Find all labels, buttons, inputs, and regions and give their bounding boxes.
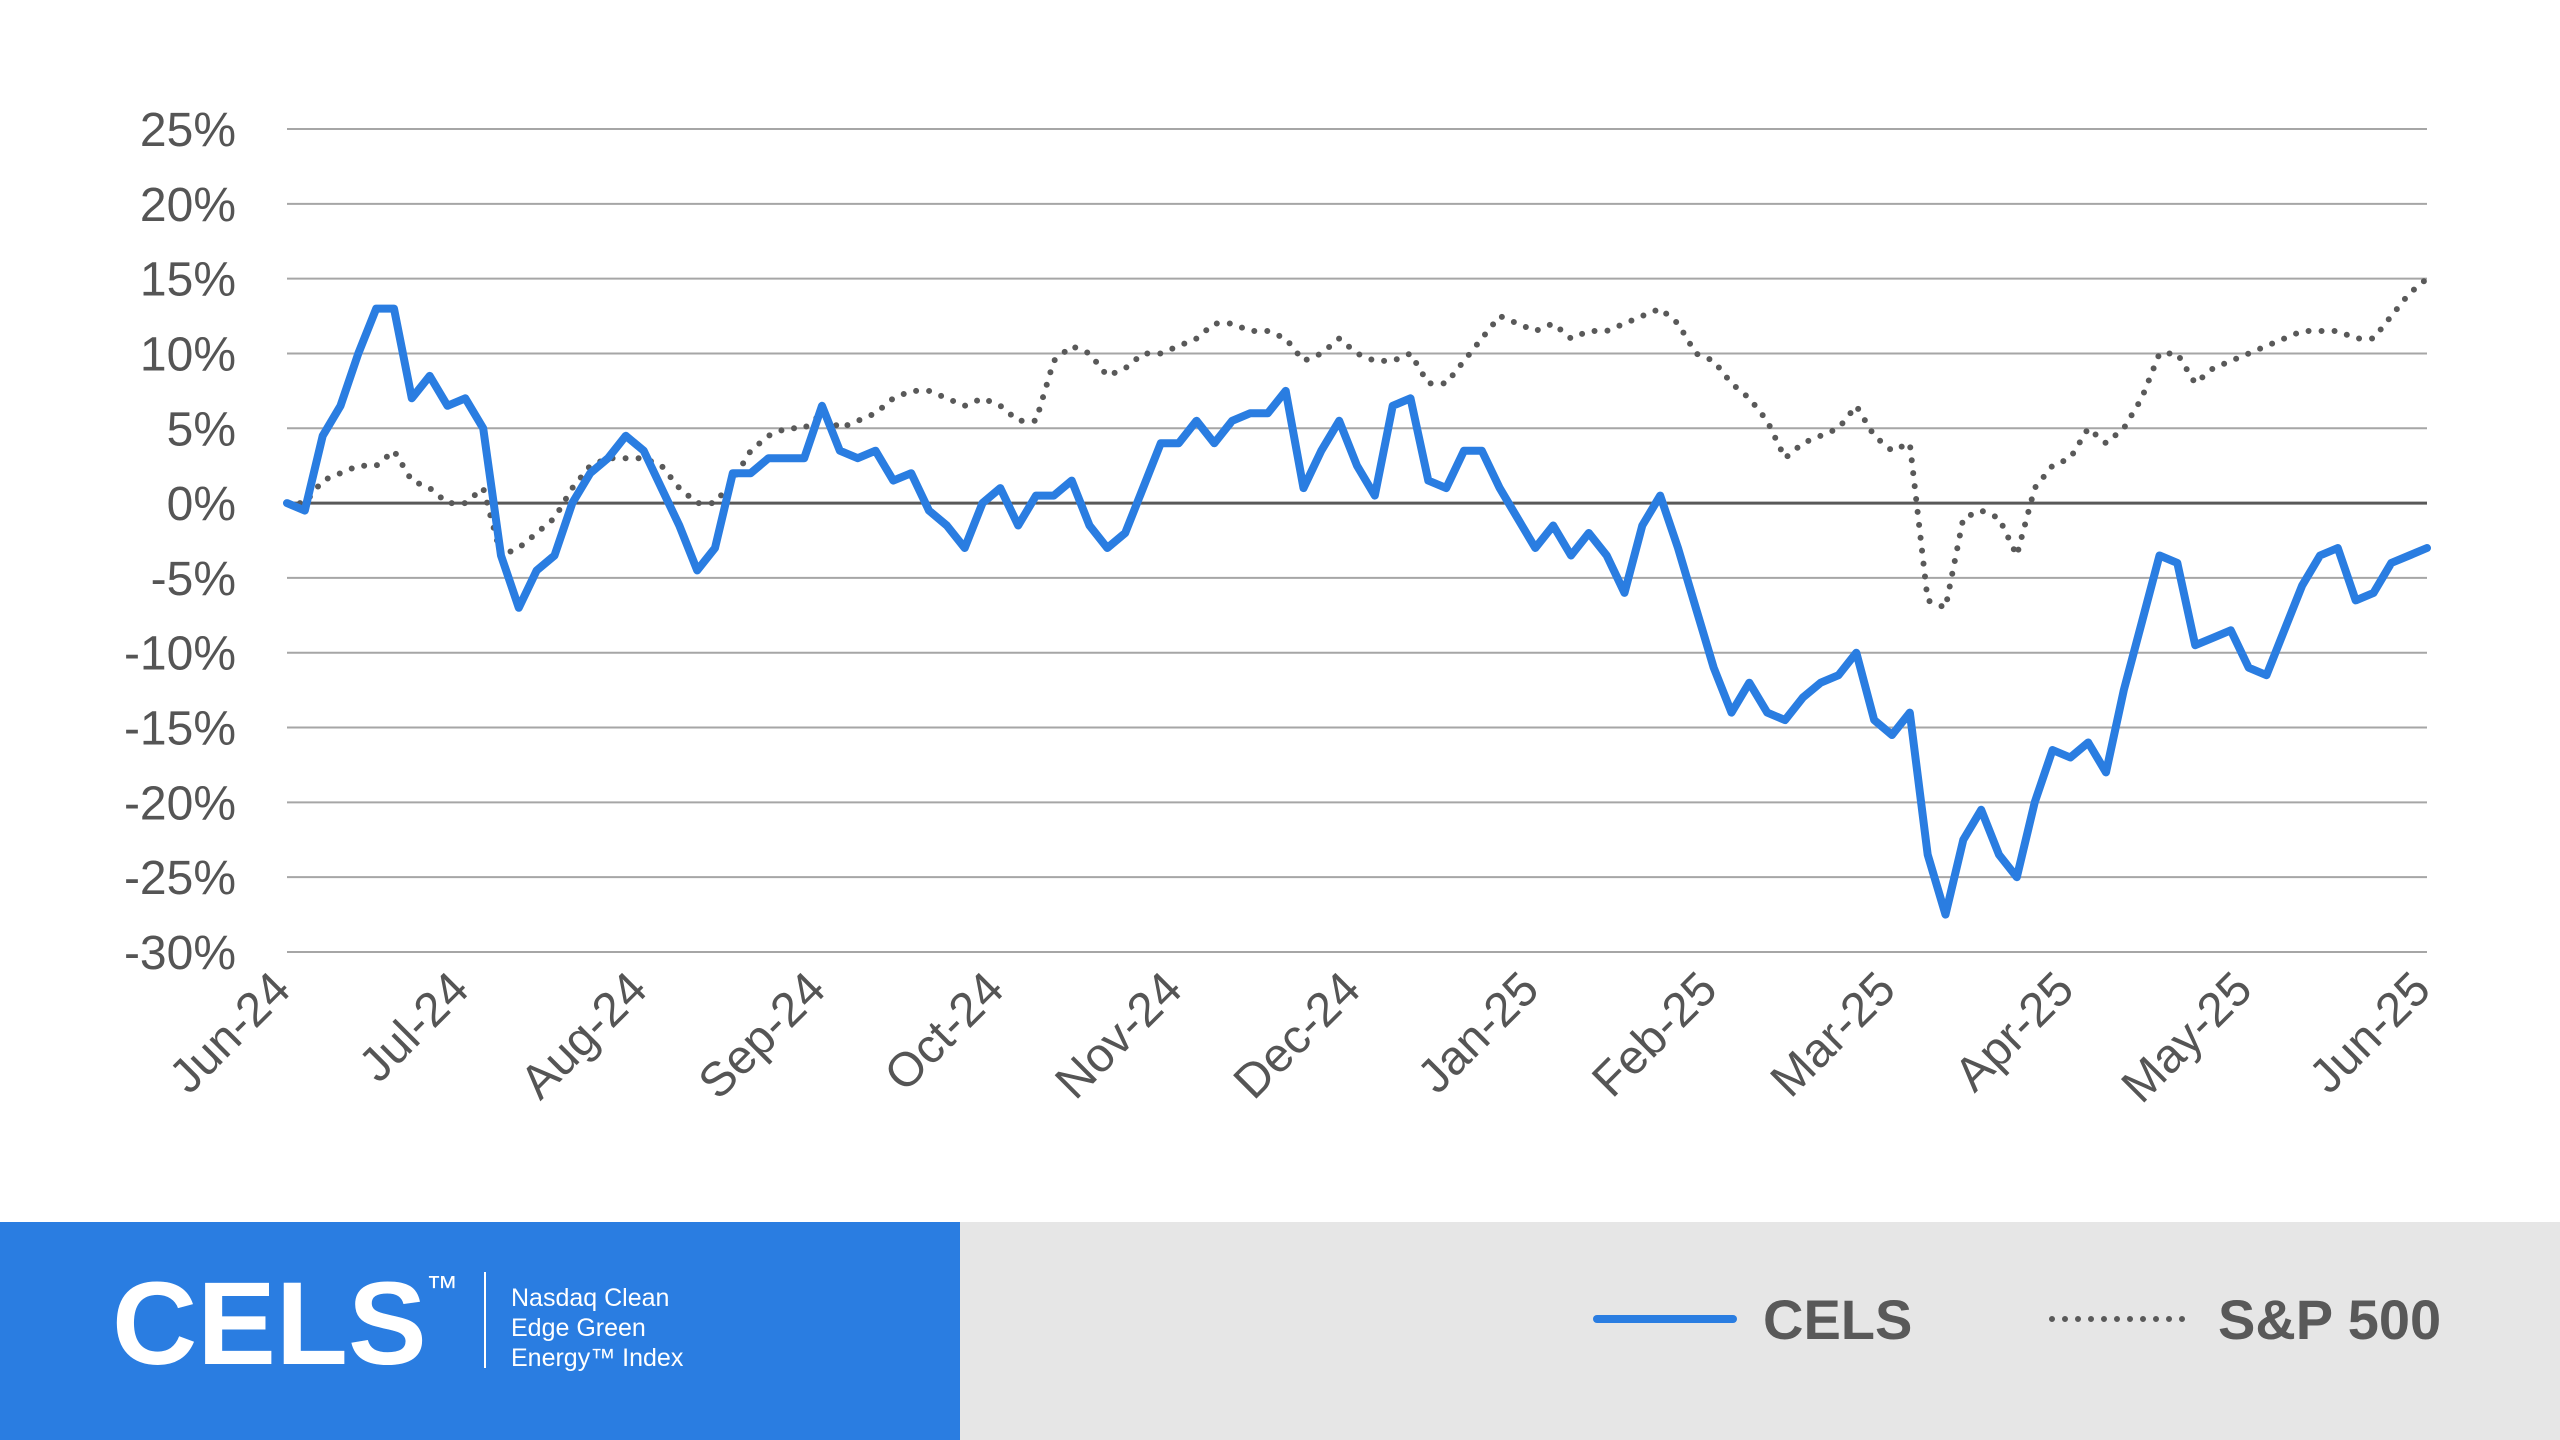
x-tick-label: Nov-24 (1046, 962, 1193, 1109)
y-tick-label: -20% (124, 777, 236, 830)
x-tick-label: Feb-25 (1582, 962, 1727, 1107)
x-tick-label: Apr-25 (1945, 962, 2084, 1101)
y-tick-label: -30% (124, 927, 236, 980)
y-tick-label: -15% (124, 703, 236, 756)
y-tick-label: 25% (140, 104, 236, 157)
logo-text: Nasdaq Clean (511, 1284, 669, 1312)
y-tick-label: 20% (140, 179, 236, 232)
logo-text: Edge Green (511, 1314, 646, 1342)
x-tick-label: Jun-24 (160, 962, 301, 1103)
y-tick-label: -10% (124, 628, 236, 681)
y-tick-label: -5% (151, 553, 236, 606)
logo-panel (0, 1222, 960, 1440)
x-tick-label: Jul-24 (349, 962, 479, 1092)
x-tick-label: Oct-24 (875, 962, 1014, 1101)
x-tick-label: Mar-25 (1761, 962, 1906, 1107)
logo-mark: CELS (112, 1258, 427, 1390)
logo-text: Energy™ Index (511, 1344, 684, 1372)
x-tick-label: Sep-24 (689, 962, 836, 1109)
y-tick-label: 0% (167, 478, 236, 531)
x-tick-label: Jan-25 (1408, 962, 1549, 1103)
y-tick-label: -25% (124, 852, 236, 905)
x-tick-label: May-25 (2112, 962, 2263, 1113)
legend-label: S&P 500 (2218, 1288, 2441, 1351)
y-tick-label: 10% (140, 328, 236, 381)
x-tick-label: Jun-25 (2300, 962, 2441, 1103)
x-tick-label: Aug-24 (511, 962, 658, 1109)
x-tick-label: Dec-24 (1224, 962, 1371, 1109)
y-tick-label: 5% (167, 403, 236, 456)
y-tick-label: 15% (140, 254, 236, 307)
legend-label: CELS (1763, 1288, 1912, 1351)
series-line (283, 304, 2431, 919)
logo-trademark: ™ (426, 1269, 458, 1305)
series-line (284, 275, 2430, 611)
